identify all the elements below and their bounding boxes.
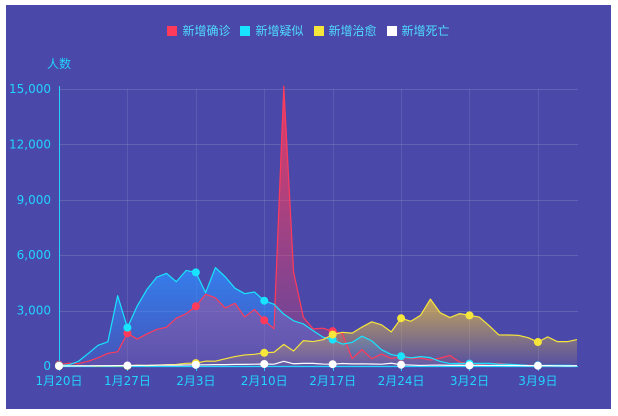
y-tick-label: 9,000 xyxy=(17,193,51,207)
legend: 新增确诊 新增疑似 新增治愈 新增死亡 xyxy=(6,24,611,38)
x-tick-label: 3月2日 xyxy=(450,374,489,388)
deaths-marker xyxy=(465,361,474,370)
deaths-marker xyxy=(397,360,406,369)
y-axis-tick-labels: 0 3,000 6,000 9,000 12,000 15,000 xyxy=(9,82,51,373)
cured-marker xyxy=(260,348,269,357)
legend-label-deaths: 新增死亡 xyxy=(401,24,450,38)
legend-label-confirmed: 新增确诊 xyxy=(182,24,231,38)
deaths-marker xyxy=(55,361,63,370)
x-tick-label: 1月27日 xyxy=(104,374,151,388)
legend-label-cured: 新增治愈 xyxy=(328,24,377,38)
x-tick-label: 2月3日 xyxy=(176,374,215,388)
cured-marker xyxy=(397,314,406,323)
y-tick-label: 6,000 xyxy=(17,248,51,262)
x-tick-label: 1月20日 xyxy=(36,374,83,388)
y-axis-label: 人数 xyxy=(46,57,71,71)
confirmed-marker xyxy=(191,302,200,311)
series-lines xyxy=(58,85,578,367)
legend-item-cured[interactable]: 新增治愈 xyxy=(313,24,377,38)
confirmed-marker xyxy=(123,329,132,338)
legend-swatch-confirmed xyxy=(167,26,178,36)
y-tick-label: 15,000 xyxy=(9,82,51,96)
x-tick-label: 3月9日 xyxy=(518,374,557,388)
x-axis-tick-labels: 1月20日 1月27日 2月3日 2月10日 2月17日 2月24日 3月2日 3月9日 xyxy=(36,374,558,388)
suspected-marker xyxy=(191,268,200,277)
deaths-marker xyxy=(533,361,542,370)
y-tick-label: 0 xyxy=(43,359,51,373)
cured-area xyxy=(59,299,577,366)
series-areas xyxy=(59,86,577,366)
deaths-marker xyxy=(191,360,200,369)
x-tick-label: 2月24日 xyxy=(378,374,425,388)
deaths-marker xyxy=(260,360,269,369)
y-tick-label: 12,000 xyxy=(9,137,51,151)
y-tick-label: 3,000 xyxy=(17,304,51,318)
deaths-marker xyxy=(328,360,337,369)
deaths-line xyxy=(59,360,578,367)
legend-swatch-deaths xyxy=(386,26,397,36)
confirmed-marker xyxy=(260,316,269,325)
series-markers xyxy=(55,268,542,370)
cured-marker xyxy=(465,311,474,320)
deaths-marker xyxy=(123,361,132,370)
cured-marker xyxy=(533,338,542,347)
legend-item-suspected[interactable]: 新增疑似 xyxy=(240,24,304,38)
suspected-marker xyxy=(123,323,132,332)
legend-swatch-suspected xyxy=(240,26,251,36)
legend-item-deaths[interactable]: 新增死亡 xyxy=(386,24,450,38)
x-tick-label: 2月17日 xyxy=(309,374,356,388)
suspected-marker xyxy=(397,352,406,361)
legend-swatch-cured xyxy=(313,26,324,36)
suspected-line xyxy=(58,267,578,367)
x-tick-label: 2月10日 xyxy=(241,374,288,388)
cured-marker xyxy=(328,330,337,339)
suspected-marker xyxy=(260,296,269,305)
legend-label-suspected: 新增疑似 xyxy=(255,24,304,38)
legend-item-confirmed[interactable]: 新增确诊 xyxy=(167,24,230,38)
